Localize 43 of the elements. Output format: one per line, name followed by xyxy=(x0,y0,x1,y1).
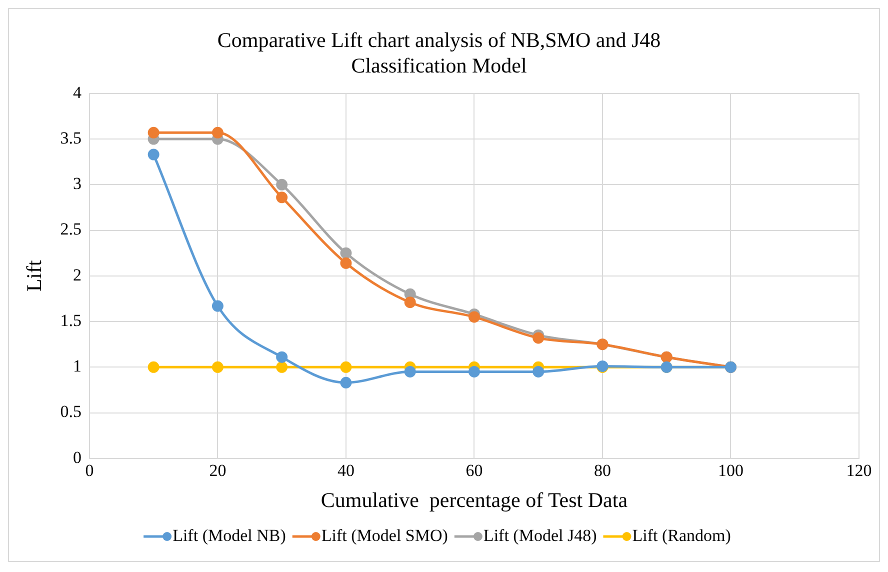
point xyxy=(276,192,288,204)
y-tick-label: 3 xyxy=(72,174,82,194)
y-tick-label: 0 xyxy=(72,448,82,467)
point xyxy=(148,126,160,138)
point xyxy=(532,332,544,344)
point xyxy=(148,148,160,160)
y-axis-title: Lift xyxy=(22,260,46,292)
y-tick-label: 1 xyxy=(72,356,82,376)
x-tick-label: 20 xyxy=(209,461,226,480)
point xyxy=(532,366,544,378)
point xyxy=(340,361,352,373)
x-tick-label: 40 xyxy=(337,461,354,480)
x-tick-label: 100 xyxy=(718,461,744,480)
point xyxy=(276,361,288,373)
x-axis-title: Cumulative percentage of Test Data xyxy=(320,488,628,512)
point xyxy=(212,300,224,312)
x-tick-label: 80 xyxy=(594,461,611,480)
point xyxy=(404,296,416,308)
y-tick-label: 2 xyxy=(72,265,82,284)
point xyxy=(340,257,352,269)
point xyxy=(212,126,224,138)
point xyxy=(404,366,416,378)
y-tick-label: 0.5 xyxy=(60,402,82,422)
point xyxy=(468,366,480,378)
point xyxy=(468,311,480,323)
chart-title: Comparative Lift chart analysis of NB,SMO and J48 Classification Model xyxy=(217,28,661,78)
point xyxy=(276,351,288,363)
point xyxy=(212,361,224,373)
x-tick-label: 0 xyxy=(85,461,94,480)
y-tick-label: 4 xyxy=(72,82,82,102)
legend-label: Lift (Model NB) xyxy=(172,526,286,545)
legend-label: Lift (Model J48) xyxy=(483,526,597,545)
point xyxy=(340,247,352,259)
point xyxy=(276,178,288,190)
y-tick-label: 1.5 xyxy=(60,310,82,330)
legend-label: Lift (Random) xyxy=(632,526,731,545)
y-tick-label: 3.5 xyxy=(60,128,82,148)
legend-label: Lift (Model SMO) xyxy=(321,526,448,545)
x-tick-label: 60 xyxy=(466,461,483,480)
y-tick-label: 2.5 xyxy=(60,220,82,239)
point xyxy=(340,376,352,388)
point xyxy=(148,361,160,373)
x-tick-label: 120 xyxy=(846,461,872,480)
